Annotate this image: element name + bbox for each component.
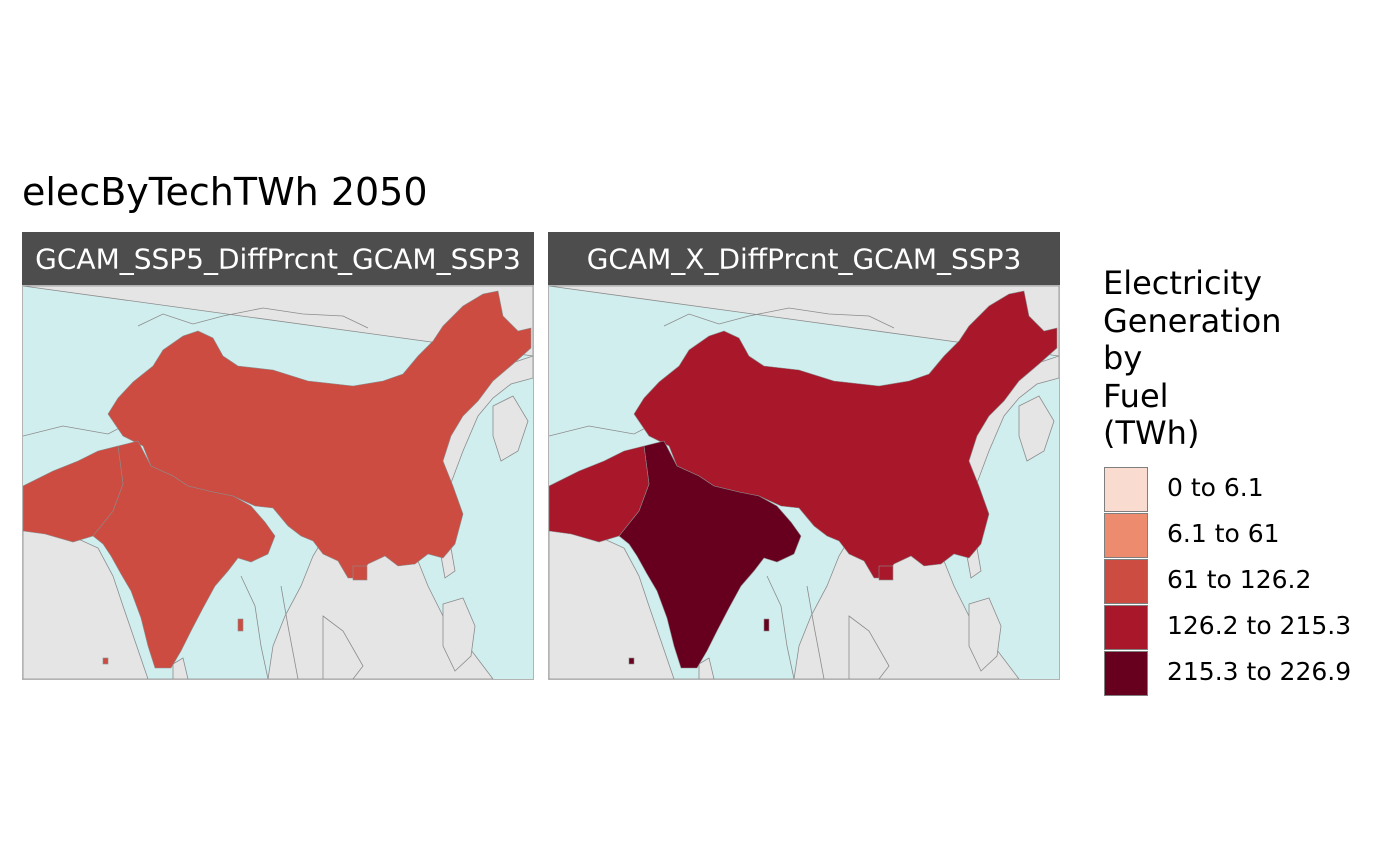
legend-label: 6.1 to 61	[1167, 518, 1280, 548]
legend-swatch	[1104, 512, 1148, 558]
legend-swatch	[1104, 604, 1148, 650]
region-india	[102, 657, 109, 665]
land-sri-lanka	[698, 657, 715, 679]
land-sri-lanka	[172, 657, 189, 679]
map-area	[22, 285, 534, 680]
border-line	[766, 575, 795, 679]
region-china	[107, 290, 532, 579]
legend-title-line: Electricity	[1103, 264, 1262, 302]
legend-title: Electricity Generation by Fuel (TWh)	[1103, 264, 1282, 453]
border-line	[806, 585, 825, 679]
legend-item: 61 to 126.2	[1103, 558, 1311, 605]
land-japan	[1018, 395, 1055, 462]
legend: Electricity Generation by Fuel (TWh) 0 t…	[1103, 264, 1351, 697]
legend-title-line: Fuel	[1103, 376, 1169, 415]
map-area	[548, 285, 1060, 680]
region-india	[763, 618, 770, 632]
legend-swatch	[1104, 466, 1148, 512]
legend-label: 215.3 to 226.9	[1167, 656, 1352, 686]
land-philippines	[442, 597, 476, 672]
legend-label: 0 to 6.1	[1167, 472, 1264, 502]
map-title: elecByTechTWh 2050	[22, 170, 428, 214]
border-line	[137, 307, 369, 329]
legend-label: 126.2 to 215.3	[1167, 610, 1352, 640]
region-india	[92, 440, 276, 669]
map-svg	[549, 286, 1059, 679]
region-china	[633, 290, 1058, 579]
land-japan	[492, 395, 529, 462]
legend-swatch	[1104, 558, 1148, 604]
legend-title-line: by	[1103, 339, 1143, 377]
region-china	[352, 565, 368, 581]
legend-item: 0 to 6.1	[1103, 466, 1282, 513]
region-india	[237, 618, 244, 632]
facet-strip: GCAM_SSP5_DiffPrcnt_GCAM_SSP3	[22, 232, 534, 285]
region-pakistan	[23, 445, 124, 543]
region-pakistan	[549, 445, 650, 543]
map-panel-right: GCAM_X_DiffPrcnt_GCAM_SSP3	[548, 232, 1060, 680]
legend-swatch	[1104, 650, 1148, 696]
land-sumatra	[848, 615, 890, 679]
region-india	[618, 440, 802, 669]
legend-label: 61 to 126.2	[1167, 564, 1312, 594]
legend-item: 126.2 to 215.3	[1103, 604, 1351, 651]
border-line	[240, 575, 269, 679]
map-svg	[23, 286, 533, 679]
legend-title-line: Generation	[1103, 301, 1282, 340]
legend-item: 215.3 to 226.9	[1103, 650, 1351, 697]
facet-label: GCAM_SSP5_DiffPrcnt_GCAM_SSP3	[35, 242, 521, 275]
facet-strip: GCAM_X_DiffPrcnt_GCAM_SSP3	[548, 232, 1060, 285]
legend-title-line: (TWh)	[1103, 414, 1200, 452]
facet-label: GCAM_X_DiffPrcnt_GCAM_SSP3	[586, 242, 1022, 275]
map-panel-left: GCAM_SSP5_DiffPrcnt_GCAM_SSP3	[22, 232, 534, 680]
legend-item: 6.1 to 61	[1103, 512, 1282, 559]
border-line	[280, 585, 299, 679]
border-line	[663, 307, 895, 329]
region-india	[628, 657, 635, 665]
legend-items: 0 to 6.1 6.1 to 61 61 to 126.2 126.2 to …	[1103, 466, 1351, 697]
land-philippines	[968, 597, 1002, 672]
region-china	[878, 565, 894, 581]
land-sumatra	[322, 615, 364, 679]
